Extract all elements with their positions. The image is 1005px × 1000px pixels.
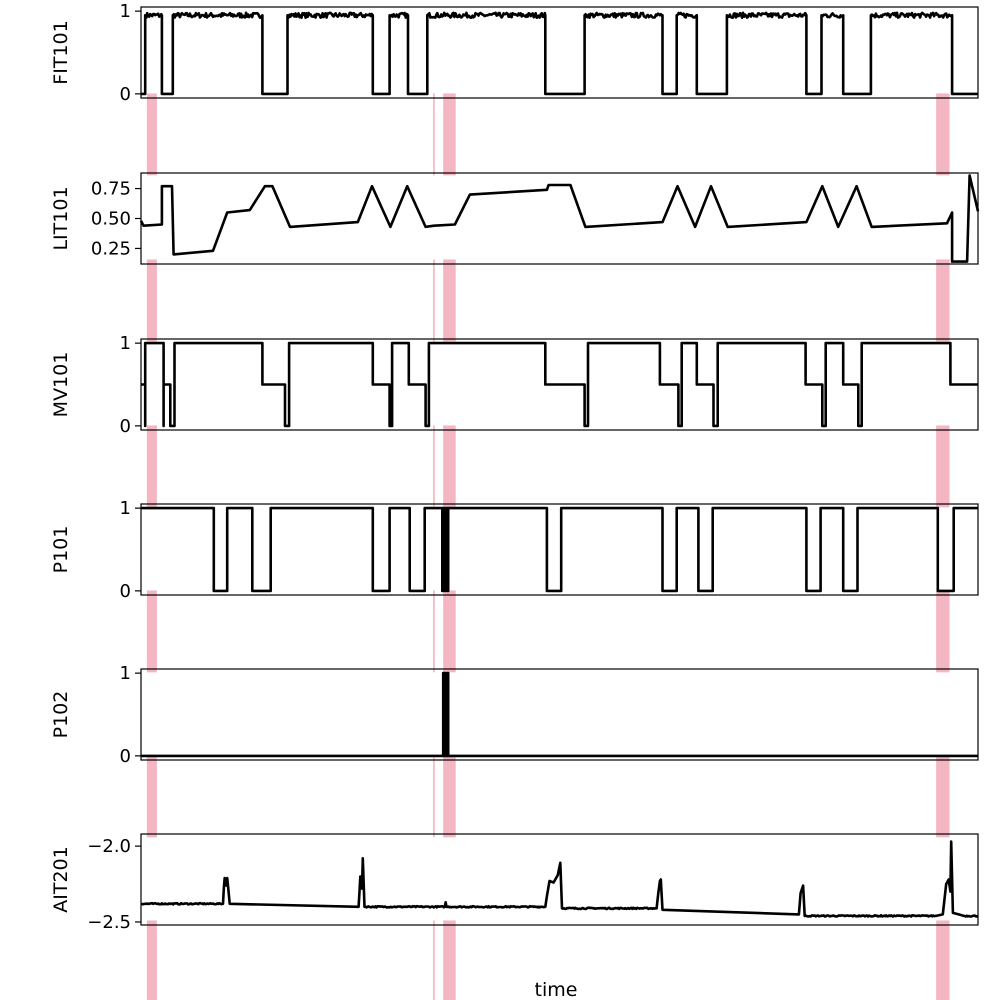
panel-p101: 0 1 P101 (50, 498, 979, 673)
anomaly-band-3 (443, 259, 456, 342)
y-tick-label: −2.0 (87, 836, 131, 857)
panel-frame (140, 503, 979, 596)
y-tick-label: 0 (120, 84, 131, 105)
panel-mv101: 0 1 MV101 (50, 333, 979, 508)
anomaly-band-3 (443, 920, 456, 1000)
series-line-lit101 (139, 174, 980, 263)
anomaly-band-4 (936, 93, 950, 176)
panel-frame (140, 6, 979, 99)
anomaly-band-4 (936, 259, 950, 342)
y-tick-label: 0 (120, 581, 131, 602)
anomaly-band-2 (433, 920, 435, 1000)
anomaly-band-2 (433, 755, 435, 838)
anomaly-band-1 (146, 425, 157, 508)
panel-ait201: −2.0 −2.5 AIT201 (50, 833, 980, 1000)
anomaly-band-1 (146, 920, 157, 1000)
y-tick-label: 1 (120, 498, 131, 519)
y-axis-label: AIT201 (50, 846, 72, 912)
anomaly-band-3 (443, 590, 456, 673)
panel-lit101: 0.25 0.50 0.75 LIT101 (50, 172, 980, 342)
anomaly-band-1 (146, 259, 157, 342)
y-tick-label: 0.75 (91, 179, 131, 200)
anomaly-band-3 (443, 93, 456, 176)
anomaly-band-2 (433, 590, 435, 673)
panel-frame (140, 833, 979, 926)
anomaly-band-1 (146, 590, 157, 673)
series-line-ait201 (140, 840, 980, 918)
y-tick-label: 1 (120, 1, 131, 22)
y-tick-label: 0.50 (91, 209, 131, 230)
y-axis-label: LIT101 (50, 186, 72, 250)
anomaly-band-1 (146, 755, 157, 838)
anomaly-band-4 (936, 755, 950, 838)
y-tick-label: 1 (120, 663, 131, 684)
series-line-p102 (141, 671, 978, 758)
anomaly-band-2 (433, 93, 435, 176)
anomaly-band-4 (936, 425, 950, 508)
panel-frame (140, 338, 979, 431)
anomaly-band-2 (433, 259, 435, 342)
anomaly-band-3 (443, 425, 456, 508)
anomaly-band-4 (936, 590, 950, 673)
anomaly-band-2 (433, 425, 435, 508)
series-line-mv101 (141, 341, 978, 428)
y-tick-label: 0.25 (91, 238, 131, 259)
panel-fit101: 0 1 FIT101 (50, 1, 979, 176)
anomaly-band-1 (146, 93, 157, 176)
panel-p102: 0 1 P102 (50, 663, 979, 838)
anomaly-band-4 (936, 920, 950, 1000)
anomaly-band-3 (443, 755, 456, 838)
y-axis-label: P102 (50, 691, 72, 739)
y-axis-label: MV101 (50, 352, 72, 418)
y-tick-label: 0 (120, 416, 131, 437)
panel-frame (140, 668, 979, 761)
series-line-fit101 (141, 11, 978, 96)
y-tick-label: −2.5 (87, 912, 131, 933)
series-line-p101 (141, 506, 978, 593)
y-tick-label: 1 (120, 333, 131, 354)
y-tick-label: 0 (120, 746, 131, 767)
y-axis-label: P101 (50, 526, 72, 574)
x-axis-label: time (535, 979, 578, 1000)
y-axis-label: FIT101 (50, 20, 72, 84)
